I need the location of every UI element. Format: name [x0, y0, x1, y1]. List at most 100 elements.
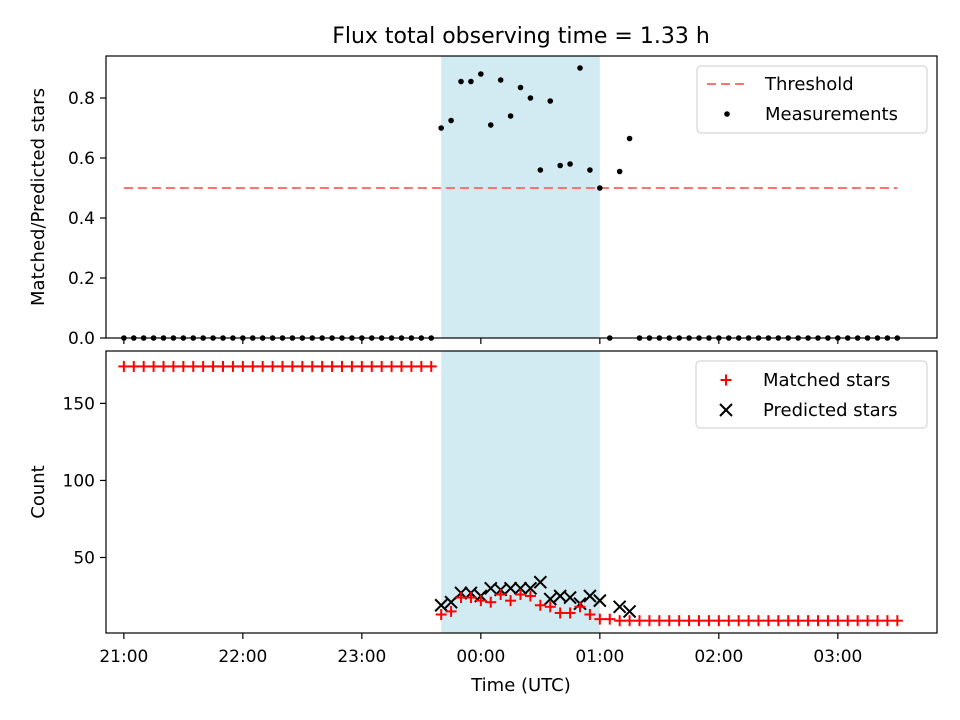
top-axes: 0.0 0.2 0.4 0.6 0.8 Matched/Predicted stars: [28, 55, 938, 349]
matched-star-point: [445, 605, 457, 617]
matched-star-point: [574, 601, 586, 613]
matched-star-point: [118, 360, 130, 372]
matched-star-point: [822, 615, 834, 627]
x-tick-label: 23:00: [337, 647, 386, 667]
matched-star-point: [227, 360, 239, 372]
measurement-point: [458, 78, 464, 85]
measurement-point: [626, 135, 633, 142]
matched-star-point: [614, 615, 626, 627]
matched-star-point: [296, 360, 308, 372]
matched-star-point: [634, 615, 646, 627]
matched-star-point: [812, 615, 824, 627]
matched-star-point: [713, 615, 725, 627]
legend-predicted-swatch: [719, 403, 733, 417]
star-count-points: [118, 360, 903, 627]
matched-star-point: [852, 615, 864, 627]
matched-star-point: [733, 615, 745, 627]
matched-star-point: [217, 360, 229, 372]
predicted-star-point: [523, 581, 538, 596]
top-y-tick-label: 0.8: [68, 89, 95, 109]
top-y-tick-label: 0.0: [68, 329, 95, 349]
legend-matched-label: Matched stars: [763, 370, 890, 391]
top-y-tick-label: 0.6: [68, 149, 95, 169]
top-y-axis-label: Matched/Predicted stars: [28, 88, 49, 306]
matched-star-point: [891, 615, 903, 627]
matched-star-point: [653, 615, 665, 627]
top-shaded-region: [441, 56, 600, 338]
matched-star-point: [177, 360, 189, 372]
measurement-point: [517, 84, 524, 91]
predicted-star-point: [583, 589, 597, 603]
matched-star-point: [286, 360, 298, 372]
matched-star-point: [247, 360, 259, 372]
matched-star-point: [405, 360, 417, 372]
matched-star-point: [604, 613, 616, 625]
matched-star-point: [673, 615, 685, 627]
predicted-star-point: [513, 581, 528, 596]
matched-star-point: [366, 360, 378, 372]
measurement-point: [507, 113, 514, 119]
bottom-y-tick-label: 50: [73, 548, 95, 568]
measurement-point: [597, 185, 603, 191]
predicted-star-point: [622, 604, 637, 619]
top-legend: Threshold Measurements: [696, 65, 928, 134]
predicted-star-point: [503, 581, 518, 596]
matched-star-point: [743, 615, 755, 627]
matched-star-point: [435, 609, 447, 621]
x-tick-label: 00:00: [456, 647, 505, 667]
matched-star-point: [336, 360, 348, 372]
matched-star-point: [207, 360, 219, 372]
matched-star-point: [128, 360, 140, 372]
top-panel: 0.0 0.2 0.4 0.6 0.8 Matched/Predicted stars T…: [28, 55, 938, 349]
legend-matched-swatch: [720, 374, 732, 386]
matched-star-point: [862, 615, 874, 627]
matched-star-point: [832, 615, 844, 627]
measurement-point: [527, 95, 534, 101]
matched-star-point: [683, 615, 695, 627]
matched-star-point: [495, 588, 507, 600]
matched-star-point: [762, 615, 774, 627]
matched-star-point: [782, 615, 794, 627]
measurement-point: [438, 125, 444, 131]
matched-star-point: [544, 601, 556, 613]
predicted-star-point: [434, 598, 448, 612]
matched-star-point: [842, 615, 854, 627]
top-legend-box: [696, 65, 928, 134]
measurement-point: [587, 167, 593, 173]
matched-star-point: [792, 615, 804, 627]
measurement-point: [537, 167, 544, 173]
matched-star-point: [554, 607, 566, 619]
matched-star-point: [158, 360, 170, 372]
legend-measurements-swatch: [724, 111, 730, 117]
matched-star-point: [455, 592, 467, 604]
x-tick-label: 03:00: [813, 647, 862, 667]
measurement-point: [448, 117, 454, 124]
legend-threshold-label: Threshold: [764, 74, 854, 95]
measurement-point: [616, 168, 623, 175]
matched-star-point: [881, 615, 893, 627]
top-y-tick-label: 0.4: [68, 209, 95, 229]
matched-star-point: [356, 360, 368, 372]
top-shaded-band: [441, 56, 600, 338]
bottom-shaded-region: [441, 351, 600, 633]
matched-star-point: [386, 360, 398, 372]
matched-star-point: [346, 360, 358, 372]
matched-star-point: [316, 360, 328, 372]
x-tick-label: 21:00: [99, 647, 148, 667]
bottom-legend: Matched stars Predicted stars: [695, 360, 928, 429]
matched-star-point: [257, 360, 269, 372]
measurement-point: [557, 162, 563, 169]
matched-star-point: [425, 360, 437, 372]
matched-star-point: [167, 360, 179, 372]
x-tick-label: 02:00: [694, 647, 743, 667]
matched-star-point: [772, 615, 784, 627]
matched-star-point: [693, 615, 705, 627]
matched-star-point: [872, 615, 884, 627]
matched-star-point: [138, 360, 150, 372]
matched-star-point: [594, 613, 606, 625]
measurement-point: [577, 65, 583, 71]
bottom-axes: 21:00 22:00 23:00 00:00 01:00 02:00 03:00 50 100…: [28, 350, 938, 667]
bottom-axes-frame: [105, 350, 938, 634]
x-axis-label: Time (UTC): [470, 675, 571, 696]
